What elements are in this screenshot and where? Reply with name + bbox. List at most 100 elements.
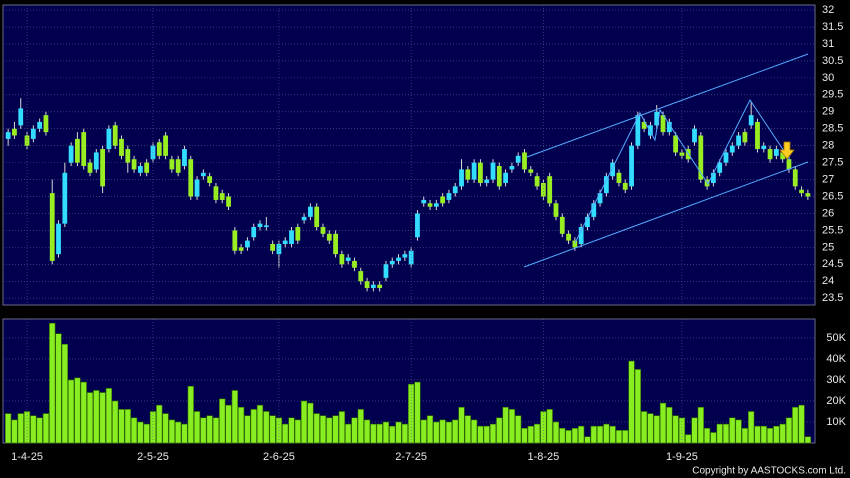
candle-body [251,227,257,238]
candle-body [137,166,143,173]
candle-body [326,233,332,241]
candle-body [163,135,168,156]
candle-body [156,142,162,156]
candle-body [648,125,653,136]
y-tick-label: 27 [822,173,834,185]
volume-bar [515,415,522,444]
candle-body [345,257,351,261]
candle-body [144,162,150,173]
y-tick-label: 26.5 [822,190,843,202]
candle-body [263,225,269,228]
candle-body [717,162,723,173]
volume-bar [785,417,793,444]
volume-bar [17,413,24,444]
candle-body [238,247,244,251]
volume-bar [237,406,245,444]
candle-body [755,121,760,150]
y-tick-label: 24 [822,275,834,287]
candle-body [711,172,716,183]
volume-bar [697,406,704,444]
volume-bar [162,413,169,444]
candle-body [478,162,483,183]
volume-bar [722,423,730,444]
channel-upper [526,53,809,158]
candle-body [484,179,490,183]
candle-body [465,169,471,180]
volume-bar [452,419,459,444]
volume-bar [288,417,295,444]
candle-body [49,193,55,261]
y-tick-label: 31.5 [822,21,843,33]
candle-body [339,254,345,265]
candle-body [603,176,609,194]
candle-body [364,281,370,289]
volume-bar [357,409,364,444]
volume-bar [376,423,383,444]
candle-body [106,128,112,150]
volume-bar [647,413,654,444]
y-tick-label: 30K [826,374,846,386]
candle-body [622,182,628,190]
candle-body [654,111,660,126]
candle-body [421,199,427,204]
candle-body [679,152,685,156]
candle-body [200,172,206,177]
volume-bar [55,333,62,444]
candle-body [446,193,452,200]
volume-bar [464,415,471,444]
marks: 23.5 24 24.5 25 25.5 26 26.5 27 27.5 28 28.5 29 29.5… [3,4,847,463]
candle-body [786,159,792,170]
candle-body [125,149,131,163]
volume-bar [168,419,176,444]
volume-bar [735,419,742,444]
volume-bar [80,381,87,444]
volume-bar [483,425,490,444]
candle-body [616,172,622,183]
volume-bar [741,427,749,444]
volume-bar [439,419,446,444]
volume-bar [590,425,597,444]
candle-body [282,240,288,244]
candle-body [389,260,395,265]
volume-bar [193,411,201,444]
candle-body [585,216,590,228]
candle-body [56,223,61,255]
volume-bar [206,415,213,444]
candle-body [43,115,49,133]
candle-body [773,149,779,156]
y-tick-label: 24.5 [822,258,843,270]
volume-bar [5,413,12,444]
volume-bar [691,417,698,444]
volume-bar [137,421,144,444]
volume-bar [470,419,478,444]
candle-body [641,121,647,129]
volume-bar [584,436,591,444]
candle-body [742,132,748,143]
volume-bar [124,409,131,444]
candle-body [396,257,401,261]
candle-body [610,162,616,177]
volume-bar [703,427,711,444]
volume-bar [338,411,346,444]
candle-body [207,176,213,183]
x-tick-label: 2-6-25 [263,451,295,463]
candle-body [219,193,225,200]
volume-bar [86,392,94,444]
candle-body [257,223,263,228]
volume-bar [477,425,484,444]
candle-body [5,132,11,139]
volume-bar [67,379,75,444]
candle-body [692,128,697,143]
volume-bar [93,390,100,444]
x-tick-label: 2-7-25 [395,451,427,463]
y-tick-label: 28 [822,140,834,152]
volume-bar [760,425,767,444]
volume-bar [716,423,723,444]
volume-bar [634,369,641,444]
candle-body [761,145,767,150]
candle-body [452,186,458,194]
volume-bar [779,423,786,444]
candle-body [68,145,74,163]
